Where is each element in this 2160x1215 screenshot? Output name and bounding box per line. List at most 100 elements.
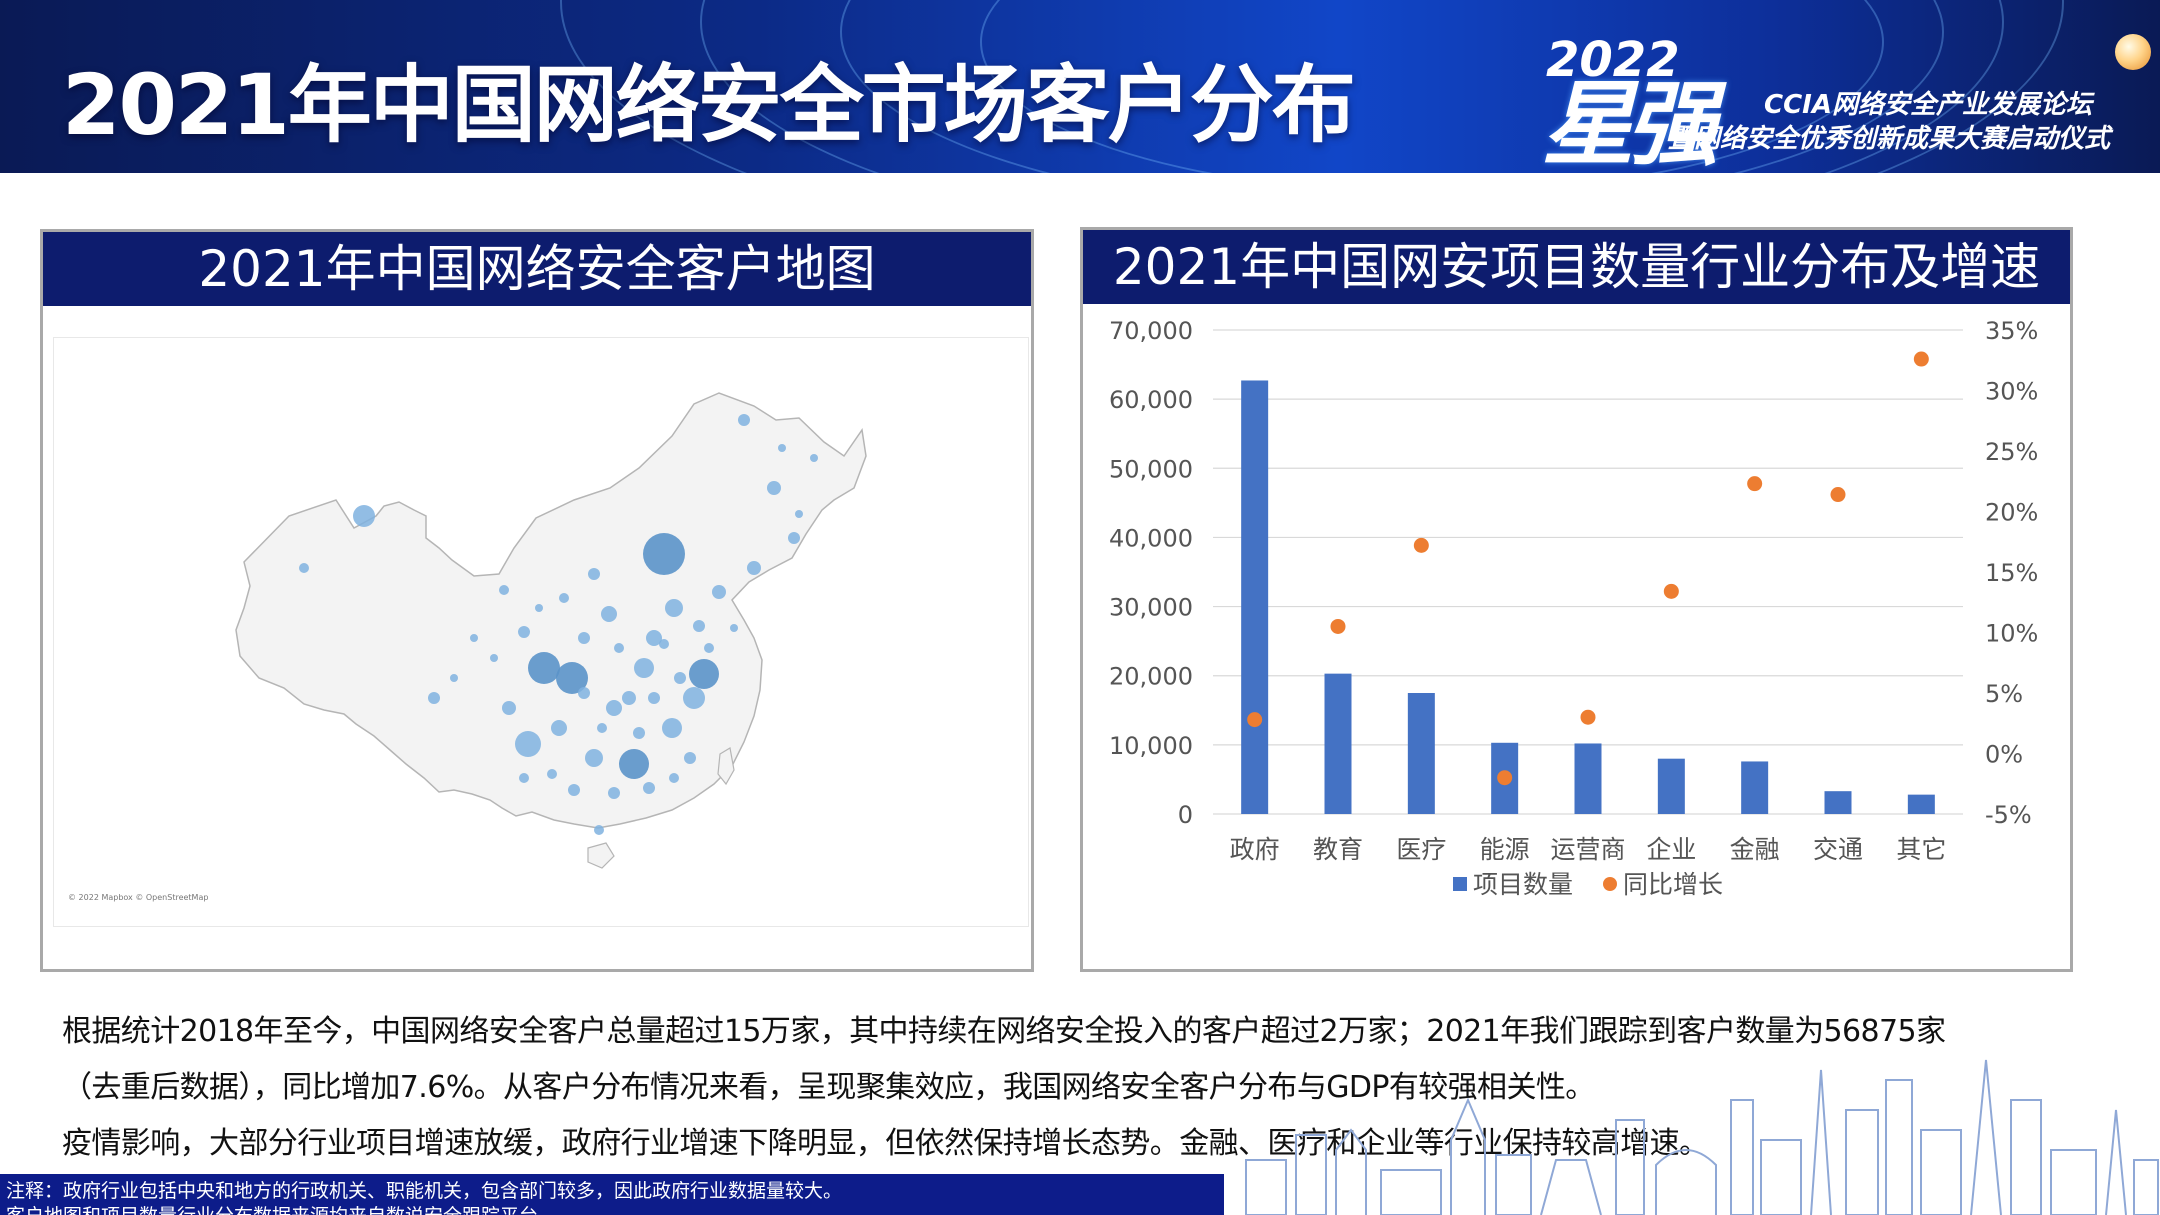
legend-dot-swatch [1603,877,1617,891]
bar-教育[interactable] [1324,673,1352,814]
customer-bubble[interactable] [788,532,800,544]
category-label: 企业 [1646,835,1696,864]
growth-dot-教育[interactable] [1330,618,1346,634]
customer-bubble[interactable] [547,769,557,779]
customer-bubble[interactable] [515,731,541,757]
customer-bubble[interactable] [502,701,516,715]
customer-bubble[interactable] [674,672,686,684]
customer-bubble[interactable] [597,723,607,733]
left-tick-label: 40,000 [1109,524,1193,552]
customer-bubble[interactable] [810,454,818,462]
growth-dot-其它[interactable] [1913,351,1929,367]
customer-bubble[interactable] [578,632,590,644]
footnote-bar: 注释：政府行业包括中央和地方的行政机关、职能机关，包含部门较多，因此政府行业数据… [0,1174,1224,1215]
left-tick-label: 70,000 [1109,317,1193,345]
bar-企业[interactable] [1657,758,1685,814]
bar-运营商[interactable] [1574,743,1602,814]
customer-bubble[interactable] [634,658,654,678]
hainan-island [587,842,615,869]
customer-bubble[interactable] [643,782,655,794]
customer-bubble[interactable] [622,691,636,705]
category-label: 教育 [1313,835,1363,864]
customer-bubble[interactable] [606,700,622,716]
customer-bubble[interactable] [747,561,761,575]
industry-bar-chart: 70,000 60,000 50,000 40,000 30,000 20,000 10,0… [1109,317,2038,899]
customer-bubble[interactable] [568,784,580,796]
growth-dot-运营商[interactable] [1580,709,1596,725]
chart-panel-title: 2021年中国网安项目数量行业分布及增速 [1083,230,2070,304]
right-axis-ticks: 35% 30% 25% 20% 15% 10% 5% 0% -5% [1985,317,2038,829]
customer-bubble[interactable] [519,773,529,783]
customer-bubble[interactable] [428,692,440,704]
customer-bubble[interactable] [619,749,649,779]
china-outline [235,392,867,829]
customer-bubble[interactable] [614,643,624,653]
customer-bubble[interactable] [470,634,478,642]
bar-政府[interactable] [1241,380,1269,814]
customer-bubble[interactable] [608,787,620,799]
customer-bubble[interactable] [535,604,543,612]
customer-bubble[interactable] [767,481,781,495]
customer-bubble[interactable] [518,626,530,638]
growth-dot-金融[interactable] [1747,476,1763,492]
bar-其它[interactable] [1907,794,1935,814]
summary-paragraph-2: 疫情影响，大部分行业项目增速放缓，政府行业增速下降明显，但依然保持增长态势。金融… [62,1126,1709,1161]
customer-bubble[interactable] [684,752,696,764]
customer-bubble[interactable] [730,624,738,632]
growth-dot-能源[interactable] [1497,770,1513,786]
customer-bubble[interactable] [299,563,309,573]
customer-bubble[interactable] [648,692,660,704]
customer-bubble[interactable] [646,630,662,646]
bar-金融[interactable] [1741,761,1769,814]
customer-bubble[interactable] [556,662,588,694]
customer-bubble[interactable] [559,593,569,603]
china-map [235,392,867,869]
customer-bubble[interactable] [578,687,590,699]
customer-bubble[interactable] [689,659,719,689]
customer-bubble[interactable] [704,643,714,653]
customer-bubble[interactable] [594,825,604,835]
customer-bubble[interactable] [588,568,600,580]
right-tick-label: 20% [1985,499,2038,527]
customer-bubble[interactable] [669,773,679,783]
customer-bubble[interactable] [738,414,750,426]
footnote-1: 注释：政府行业包括中央和地方的行政机关、职能机关，包含部门较多，因此政府行业数据… [6,1180,843,1202]
industry-chart-panel: 2021年中国网安项目数量行业分布及增速 70,000 60,000 50,000 4… [1080,227,2073,972]
chart-legend: 项目数量 同比增长 [1453,870,1723,899]
customer-bubble[interactable] [450,674,458,682]
customer-bubble[interactable] [551,720,567,736]
customer-bubble[interactable] [712,585,726,599]
customer-bubble[interactable] [585,749,603,767]
bar-交通[interactable] [1824,791,1852,814]
legend-bar-swatch [1453,877,1467,891]
customer-bubble[interactable] [633,727,645,739]
bar-医疗[interactable] [1407,693,1435,814]
growth-dot-政府[interactable] [1247,712,1263,728]
customer-bubble[interactable] [643,533,685,575]
growth-dot-交通[interactable] [1830,487,1846,503]
customer-bubble[interactable] [665,599,683,617]
customer-bubble[interactable] [693,620,705,632]
city-skyline-illustration [1245,1059,2159,1215]
category-label: 医疗 [1396,835,1446,864]
customer-bubble[interactable] [683,687,705,709]
customer-bubble[interactable] [353,505,375,527]
map-frame[interactable]: © 2022 Mapbox © OpenStreetMap [53,337,1029,927]
category-label: 交通 [1813,835,1863,864]
growth-dot-企业[interactable] [1663,583,1679,599]
customer-bubble[interactable] [601,606,617,622]
customer-bubble[interactable] [795,510,803,518]
category-label: 其它 [1896,835,1946,864]
category-label: 能源 [1480,835,1530,864]
customer-bubble[interactable] [490,654,498,662]
customer-bubble[interactable] [662,718,682,738]
customer-bubble[interactable] [778,444,786,452]
customer-bubble[interactable] [528,652,560,684]
right-tick-label: 30% [1985,378,2038,406]
customer-bubble[interactable] [499,585,509,595]
customer-bubble[interactable] [659,639,669,649]
right-tick-label: 5% [1985,680,2023,708]
growth-dot-医疗[interactable] [1413,537,1429,553]
header-banner: 2021年中国网络安全市场客户分布 2022 星强 CCIA网络安全产业发展论坛… [0,0,2160,173]
legend-bar-label: 项目数量 [1473,870,1573,899]
